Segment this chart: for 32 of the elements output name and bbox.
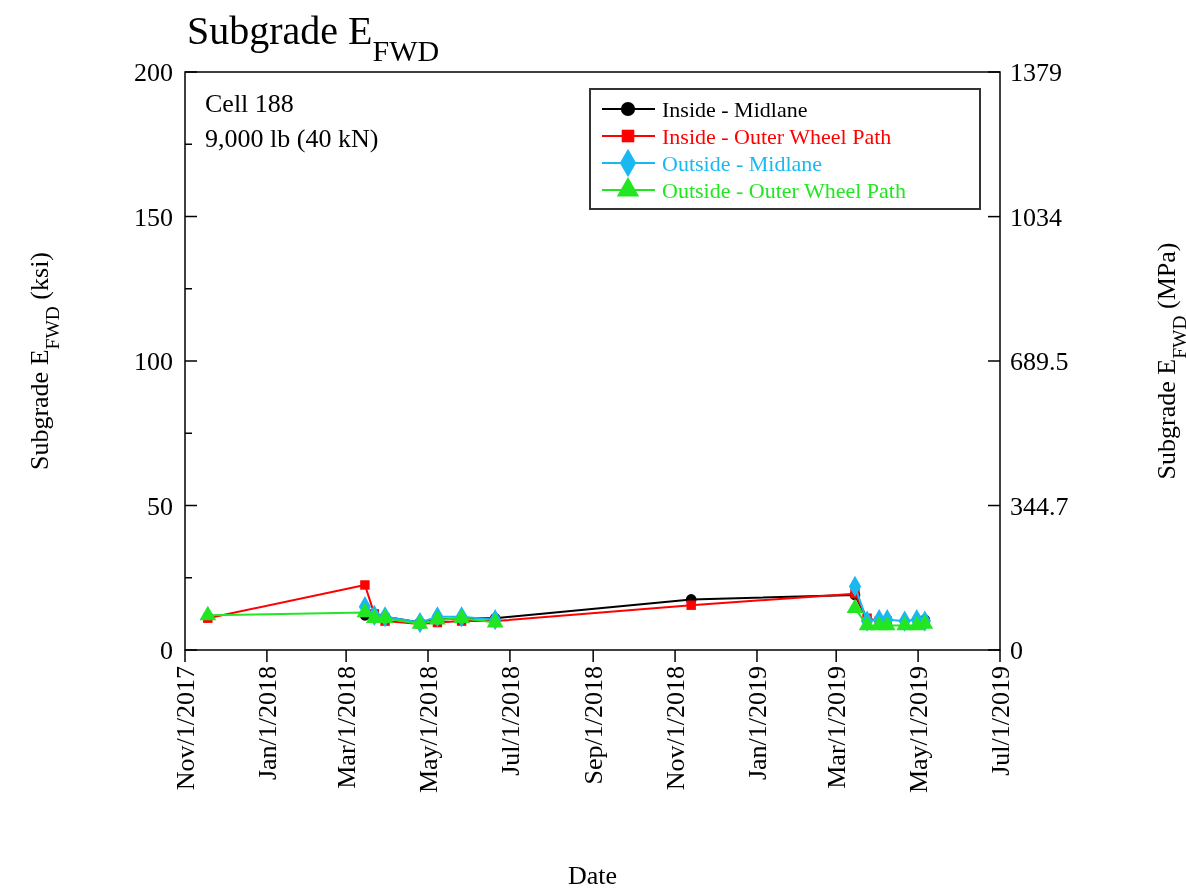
legend-label: Inside - Midlane [662, 96, 808, 122]
y-tick-label: 200 [134, 58, 173, 88]
point [360, 580, 370, 590]
x-axis-title: Date [567, 861, 618, 889]
y-tick-label: 50 [147, 491, 173, 521]
x-tick-label: Jan/1/2019 [743, 666, 773, 781]
y2-tick-label: 689.5 [1010, 347, 1069, 377]
x-tick-label: Sep/1/2018 [579, 666, 609, 785]
x-tick-label: Mar/1/2019 [822, 666, 852, 789]
legend-label: Outside - Outer Wheel Path [662, 177, 906, 203]
x-tick-label: Mar/1/2018 [332, 666, 362, 789]
legend-label: Inside - Outer Wheel Path [662, 123, 892, 149]
y-tick-label: 150 [134, 202, 173, 232]
annotation: 9,000 lb (40 kN) [205, 124, 379, 153]
x-tick-label: Nov/1/2017 [171, 666, 201, 791]
x-tick-label: Jul/1/2018 [496, 666, 526, 776]
legend-label: Outside - Midlane [662, 150, 823, 176]
x-tick-label: Nov/1/2018 [661, 666, 691, 791]
x-tick-label: May/1/2019 [904, 666, 934, 794]
chart-title: Subgrade E$_{FWD}$ [187, 8, 440, 67]
y2-tick-label: 1379 [1010, 58, 1062, 88]
point [453, 608, 470, 624]
point [686, 600, 696, 610]
x-tick-label: May/1/2018 [414, 666, 444, 794]
annotation: Cell 188 [205, 89, 294, 118]
y2-tick-label: 1034 [1010, 202, 1062, 232]
y-tick-label: 100 [134, 347, 173, 377]
x-tick-label: Jan/1/2018 [253, 666, 282, 781]
y-tick-label: 0 [160, 636, 173, 666]
y2-tick-label: 0 [1010, 636, 1023, 666]
y2-tick-label: 344.7 [1010, 491, 1069, 521]
x-tick-label: Jul/1/2019 [986, 666, 1016, 776]
